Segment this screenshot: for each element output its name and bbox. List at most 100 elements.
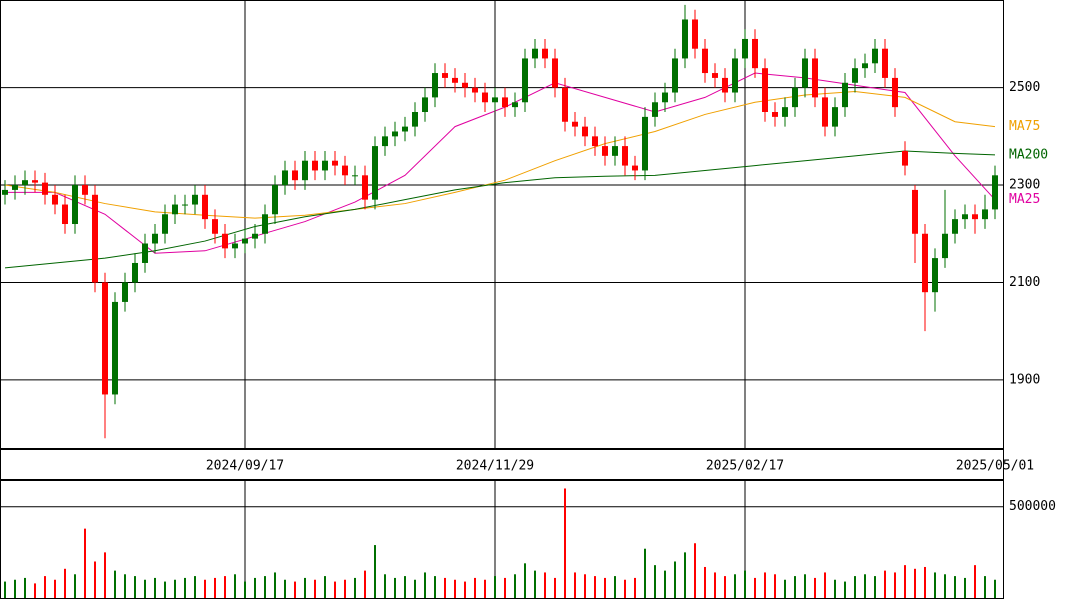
candle-body [882, 48, 888, 78]
volume-bar [474, 577, 476, 598]
volume-bar [834, 579, 836, 598]
candle-body [452, 77, 458, 83]
candle-body [12, 185, 18, 190]
volume-bar [24, 577, 26, 598]
volume-bar [864, 574, 866, 598]
volume-bar [294, 581, 296, 598]
candle-body [162, 214, 168, 234]
volume-bar [504, 577, 506, 598]
candle-body [312, 160, 318, 171]
volume-bar [194, 576, 196, 598]
volume-bar [254, 577, 256, 598]
volume-bar [984, 576, 986, 598]
volume-bar [184, 577, 186, 598]
volume-bar [594, 576, 596, 598]
volume-bar [914, 568, 916, 598]
volume-bar [384, 574, 386, 598]
candle-body [722, 77, 728, 93]
candle-body [622, 146, 628, 166]
candle-body [712, 73, 718, 78]
candle-body [972, 214, 978, 220]
ma-label: MA200 [1009, 147, 1048, 162]
candle-body [382, 136, 388, 147]
candle-body [62, 204, 68, 225]
volume-bar [654, 565, 656, 598]
candle-body [802, 58, 808, 88]
candle-body [822, 97, 828, 127]
volume-bar [934, 572, 936, 598]
candle-body [952, 219, 958, 234]
candle-body [192, 194, 198, 205]
candle-body [582, 126, 588, 137]
candle-body [662, 92, 668, 103]
candle-body [792, 87, 798, 108]
volume-bar [214, 577, 216, 598]
volume-bar [14, 579, 16, 598]
candle-body [642, 116, 648, 171]
candle-body [412, 112, 418, 127]
candle-body [352, 175, 358, 177]
candle-body [282, 170, 288, 186]
volume-bar [874, 576, 876, 598]
candle-body [182, 204, 188, 206]
volume-bar [704, 566, 706, 598]
candle-body [272, 185, 278, 215]
volume-bar [84, 528, 86, 598]
candle-body [242, 238, 248, 244]
volume-bar [854, 576, 856, 598]
volume-bar [154, 577, 156, 598]
volume-bar [894, 572, 896, 598]
x-tick-label: 2024/11/29 [456, 459, 534, 474]
volume-bar [374, 545, 376, 598]
candle-body [142, 243, 148, 263]
volume-bar [964, 577, 966, 598]
ma-label: MA25 [1009, 192, 1040, 207]
candle-body [32, 180, 38, 183]
volume-bar [114, 570, 116, 598]
volume-bar [404, 576, 406, 598]
volume-bar [354, 577, 356, 598]
candle-body [562, 87, 568, 122]
candle-body [82, 185, 88, 195]
volume-bar [904, 565, 906, 598]
candle-body [132, 262, 138, 283]
candle-body [862, 63, 868, 69]
candle-body [522, 58, 528, 103]
x-tick-label: 2025/02/17 [706, 459, 784, 474]
volume-bar [324, 576, 326, 598]
volume-bar [544, 572, 546, 598]
volume-bar [714, 572, 716, 598]
candle-body [922, 233, 928, 293]
volume-bar [134, 576, 136, 598]
volume-bar [74, 574, 76, 598]
candle-body [482, 92, 488, 103]
x-tick-label: 2024/09/17 [206, 459, 284, 474]
candle-body [202, 194, 208, 220]
volume-bar [784, 579, 786, 598]
volume-bar [604, 577, 606, 598]
candle-body [812, 58, 818, 98]
candle-body [442, 73, 448, 78]
candle-body [982, 209, 988, 220]
volume-bar [34, 583, 36, 598]
candle-body [672, 58, 678, 93]
volume-bar [534, 570, 536, 598]
ma-line [4, 150, 996, 269]
volume-bar [624, 579, 626, 598]
candle-body [612, 146, 618, 156]
volume-bar [514, 574, 516, 598]
candle-body [552, 58, 558, 88]
volume-bar [164, 581, 166, 598]
candle-body [592, 136, 598, 147]
candle-body [762, 68, 768, 113]
candle-body [322, 160, 328, 171]
volume-bar [124, 574, 126, 598]
volume-bar [64, 568, 66, 598]
candle-body [692, 19, 698, 49]
candle-body [732, 58, 738, 93]
candle-body [602, 146, 608, 156]
volume-bar [224, 576, 226, 598]
ma-line [4, 91, 996, 219]
candle-body [292, 170, 298, 181]
candle-body [992, 175, 998, 210]
